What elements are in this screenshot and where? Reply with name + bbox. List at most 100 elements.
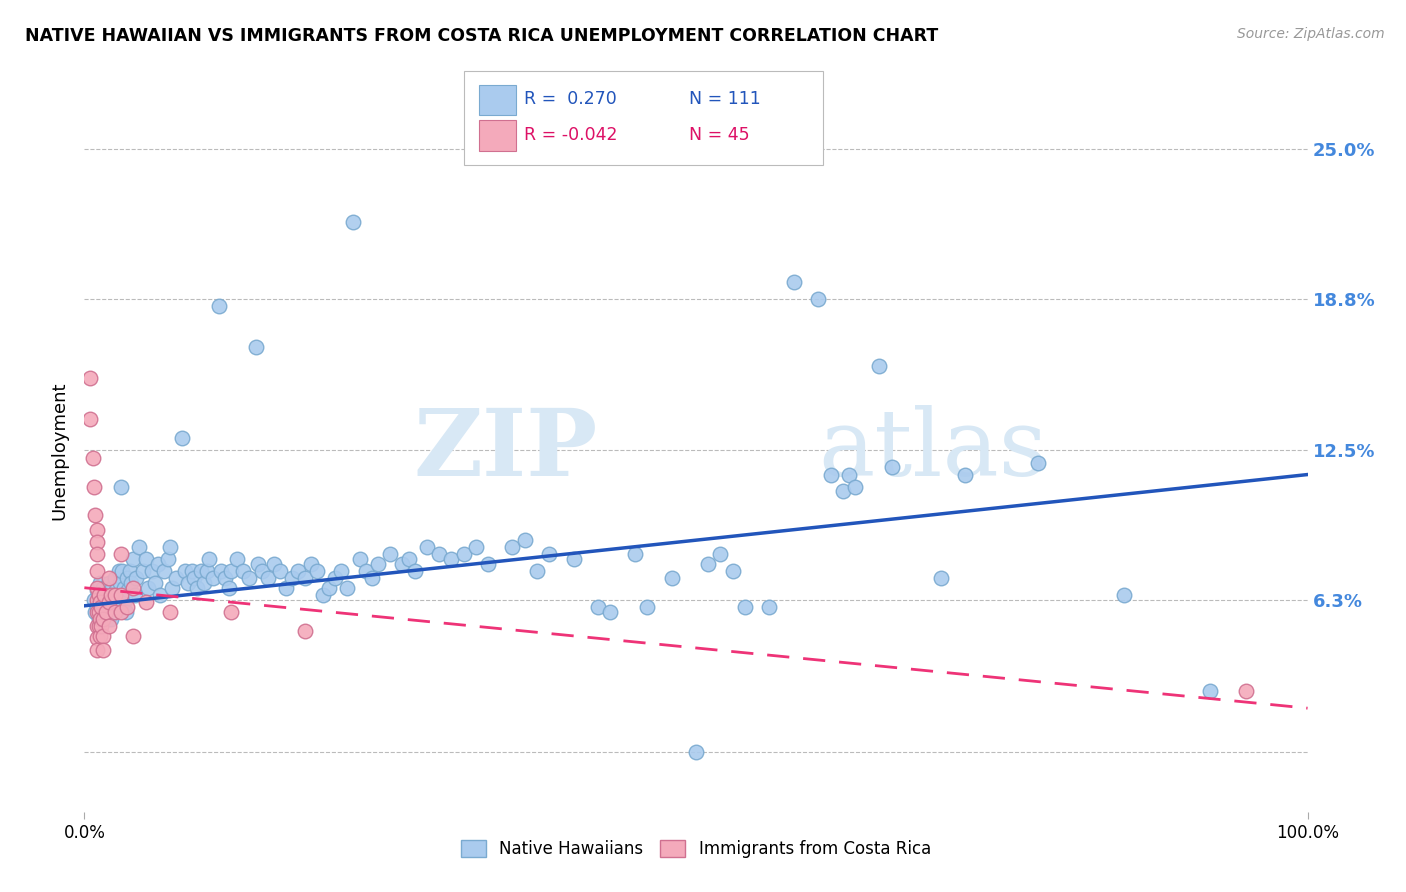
Point — [93, 588, 115, 602]
Point — [794, 113, 817, 128]
Point — [110, 605, 132, 619]
Point — [783, 275, 806, 289]
Point — [146, 557, 169, 571]
Point — [86, 643, 108, 657]
Point — [115, 605, 138, 619]
Point — [124, 588, 146, 602]
Point — [86, 592, 108, 607]
Point — [84, 508, 107, 523]
Point — [135, 551, 157, 566]
Point — [758, 600, 780, 615]
Point — [208, 299, 231, 313]
Point — [108, 576, 131, 591]
Point — [159, 605, 181, 619]
Point — [97, 571, 120, 585]
Point — [97, 595, 120, 609]
Point — [91, 605, 114, 619]
Point — [513, 533, 536, 547]
Point — [105, 595, 128, 609]
Point — [287, 564, 309, 578]
Point — [93, 595, 115, 609]
Point — [360, 571, 382, 585]
Point — [186, 581, 208, 595]
Point — [198, 551, 221, 566]
Point — [149, 588, 172, 602]
Point — [122, 581, 145, 595]
Point — [90, 600, 112, 615]
Point — [218, 581, 240, 595]
Point — [269, 564, 291, 578]
Point — [820, 467, 842, 482]
Point — [97, 612, 120, 626]
Point — [86, 600, 108, 615]
Point — [323, 571, 346, 585]
Point — [294, 571, 316, 585]
Point — [685, 744, 707, 758]
Text: Source: ZipAtlas.com: Source: ZipAtlas.com — [1237, 27, 1385, 41]
Point — [104, 605, 127, 619]
Point — [86, 535, 108, 549]
Point — [294, 624, 316, 639]
Point — [143, 576, 166, 591]
Point — [82, 450, 104, 465]
Point — [110, 588, 132, 602]
Point — [132, 564, 155, 578]
Point — [312, 588, 335, 602]
Point — [1028, 456, 1050, 470]
Point — [238, 571, 260, 585]
Point — [838, 467, 860, 482]
Point — [115, 600, 138, 615]
Point — [135, 595, 157, 609]
Point — [305, 564, 328, 578]
Point — [107, 564, 129, 578]
Point — [1198, 684, 1220, 698]
Point — [110, 547, 132, 561]
Point — [86, 547, 108, 561]
Point — [115, 571, 138, 585]
Text: ZIP: ZIP — [413, 406, 598, 495]
Point — [101, 581, 124, 595]
Point — [97, 588, 120, 602]
Point — [367, 557, 389, 571]
Point — [104, 588, 127, 602]
Point — [354, 564, 377, 578]
Point — [90, 591, 112, 605]
Point — [128, 540, 150, 554]
Point — [94, 588, 117, 602]
Point — [281, 571, 304, 585]
Point — [709, 547, 731, 561]
Point — [91, 612, 114, 626]
Point — [427, 547, 450, 561]
Point — [86, 605, 108, 619]
Point — [91, 629, 114, 643]
Point — [263, 557, 285, 571]
Point — [661, 571, 683, 585]
Point — [110, 480, 132, 494]
Point — [83, 480, 105, 494]
Point — [173, 564, 195, 578]
Point — [538, 547, 561, 561]
Point — [79, 371, 101, 385]
Point — [114, 592, 136, 607]
Point — [831, 484, 853, 499]
Point — [96, 600, 118, 615]
Point — [953, 467, 976, 482]
Point — [89, 612, 111, 626]
Point — [117, 583, 139, 598]
Point — [84, 605, 107, 619]
Point — [342, 214, 364, 228]
Point — [89, 629, 111, 643]
Point — [86, 632, 108, 646]
Text: R = -0.042: R = -0.042 — [524, 126, 619, 144]
Text: NATIVE HAWAIIAN VS IMMIGRANTS FROM COSTA RICA UNEMPLOYMENT CORRELATION CHART: NATIVE HAWAIIAN VS IMMIGRANTS FROM COSTA… — [25, 27, 939, 45]
Point — [177, 576, 200, 591]
Point — [86, 523, 108, 537]
Point — [86, 583, 108, 598]
Point — [100, 612, 122, 626]
Point — [477, 557, 499, 571]
Point — [697, 557, 720, 571]
Point — [141, 564, 163, 578]
Point — [172, 432, 194, 446]
Point — [844, 480, 866, 494]
Point — [118, 564, 141, 578]
